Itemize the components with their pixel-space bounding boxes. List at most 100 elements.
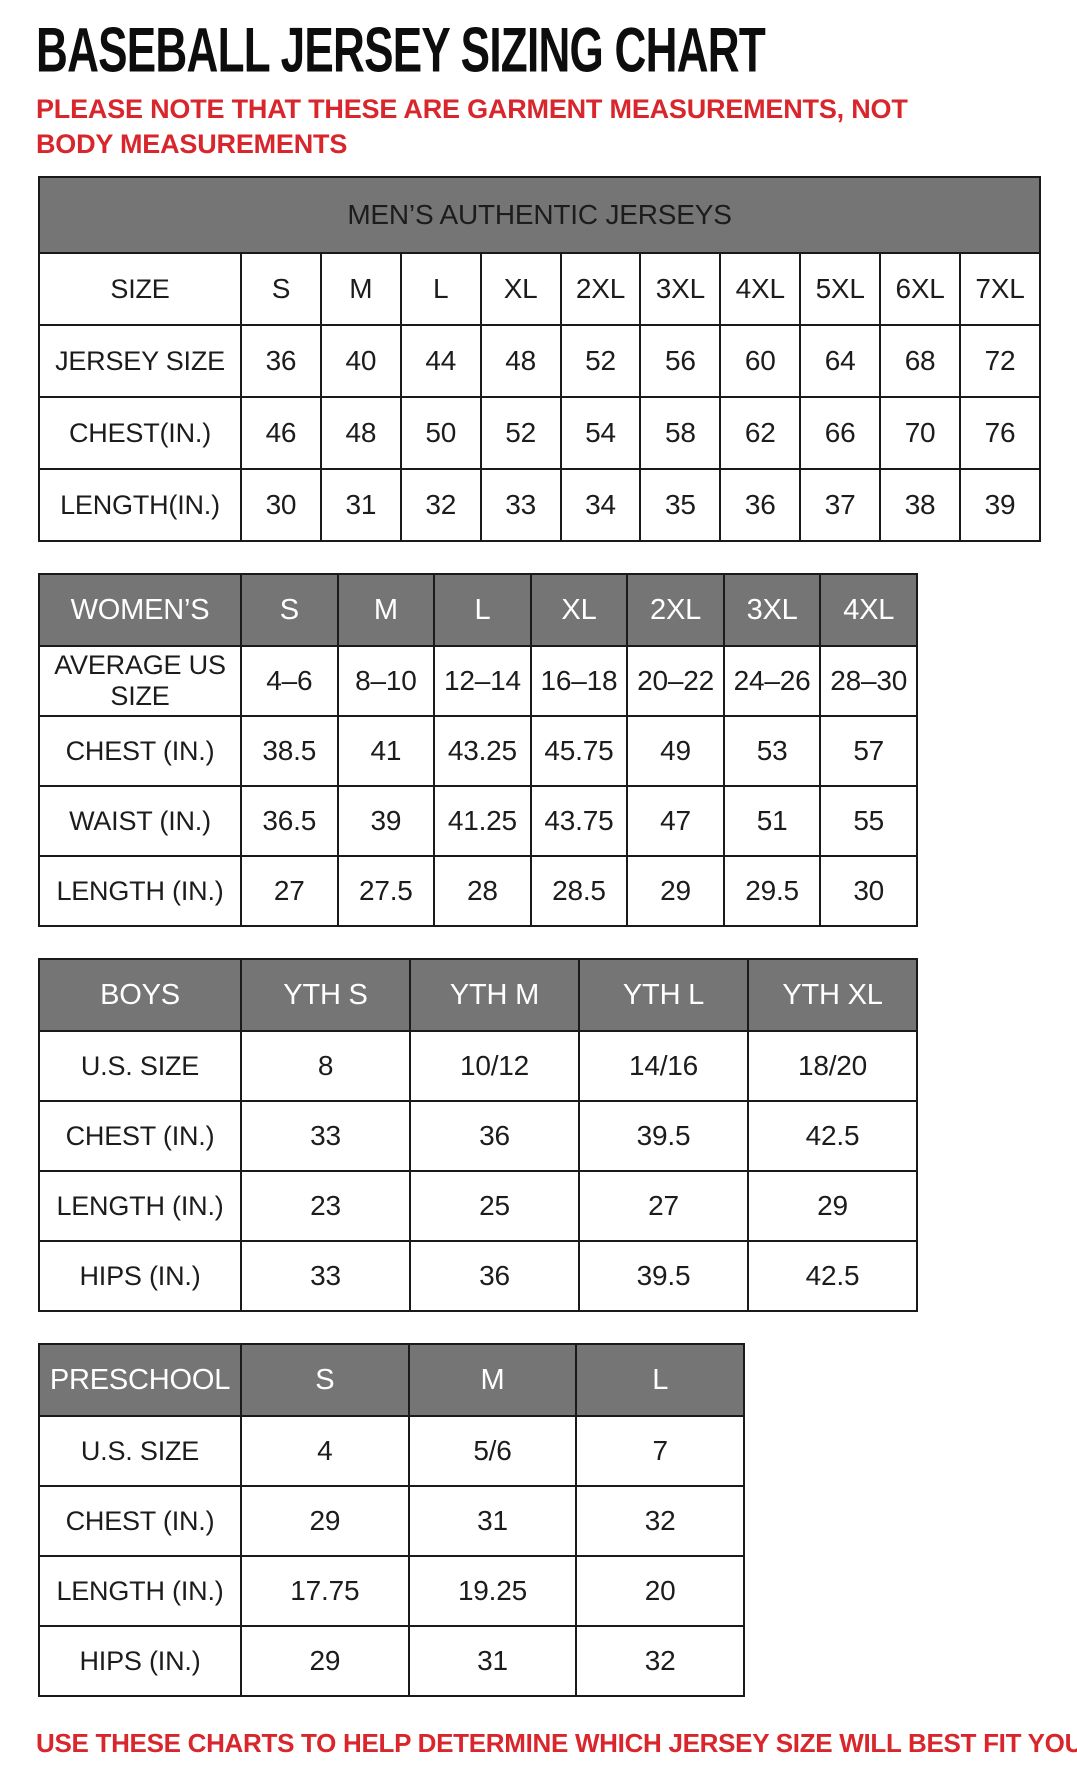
- value-cell: 34: [559, 468, 642, 543]
- row-label-cell: SIZE: [38, 252, 242, 327]
- value-cell: 36: [409, 1100, 580, 1173]
- value-cell: 47: [626, 785, 725, 858]
- value-cell: 50: [399, 396, 482, 471]
- value-cell: 35: [639, 468, 722, 543]
- value-cell: 36: [409, 1240, 580, 1313]
- value-cell: 41: [336, 715, 436, 788]
- row-label-cell: WAIST (IN.): [38, 785, 242, 858]
- table-row: U.S. SIZE 4 5/6 7: [38, 1415, 745, 1488]
- page-title: BASEBALL JERSEY SIZING CHART: [36, 15, 1043, 86]
- value-cell: 45.75: [529, 715, 629, 788]
- table-row: HIPS (IN.) 33 36 39.5 42.5: [38, 1240, 918, 1313]
- value-cell: 27.5: [336, 855, 436, 928]
- value-cell: 19.25: [407, 1555, 578, 1628]
- value-cell: 32: [575, 1625, 745, 1698]
- size-header-cell: L: [433, 573, 532, 648]
- value-cell: 10/12: [409, 1030, 580, 1103]
- value-cell: 8: [240, 1030, 411, 1103]
- value-cell: 39: [959, 468, 1041, 543]
- value-cell: 38: [879, 468, 962, 543]
- womens-sizing-table: WOMEN’S S M L XL 2XL 3XL 4XL AVERAGE US SIZE 4–6…: [38, 573, 918, 928]
- size-header-cell: 4XL: [819, 573, 918, 648]
- value-cell: 4XL: [719, 252, 802, 327]
- value-cell: M: [319, 252, 402, 327]
- size-header-row: WOMEN’S S M L XL 2XL 3XL 4XL: [38, 573, 918, 648]
- value-cell: 48: [319, 396, 402, 471]
- value-cell: 4: [240, 1415, 410, 1488]
- row-label-cell: AVERAGE US SIZE: [38, 645, 242, 718]
- table-row: JERSEY SIZE 36 40 44 48 52 56 60 64 68 72: [38, 324, 1041, 399]
- value-cell: 28–30: [819, 645, 918, 718]
- size-header-cell: YTH S: [240, 958, 411, 1033]
- value-cell: 30: [240, 468, 322, 543]
- boys-table-header: BOYS YTH S YTH M YTH L YTH XL: [38, 958, 918, 1033]
- value-cell: 72: [959, 324, 1041, 399]
- table-row: CHEST (IN.) 38.5 41 43.25 45.75 49 53 57: [38, 715, 918, 788]
- value-cell: 4–6: [240, 645, 339, 718]
- value-cell: 14/16: [578, 1030, 749, 1103]
- value-cell: 48: [479, 324, 562, 399]
- value-cell: L: [399, 252, 482, 327]
- table-row: SIZE S M L XL 2XL 3XL 4XL 5XL 6XL 7XL: [38, 252, 1041, 327]
- value-cell: 29: [240, 1625, 410, 1698]
- value-cell: 44: [399, 324, 482, 399]
- value-cell: 39: [336, 785, 436, 858]
- value-cell: 43.75: [529, 785, 629, 858]
- value-cell: 40: [319, 324, 402, 399]
- value-cell: 3XL: [639, 252, 722, 327]
- value-cell: 30: [819, 855, 918, 928]
- table-row: CHEST (IN.) 29 31 32: [38, 1485, 745, 1558]
- value-cell: 17.75: [240, 1555, 410, 1628]
- row-label-cell: LENGTH (IN.): [38, 1170, 242, 1243]
- row-label-cell: CHEST(IN.): [38, 396, 242, 471]
- size-header-cell: XL: [529, 573, 629, 648]
- size-header-cell: YTH M: [409, 958, 580, 1033]
- value-cell: 58: [639, 396, 722, 471]
- value-cell: 52: [559, 324, 642, 399]
- row-label-cell: CHEST (IN.): [38, 1485, 242, 1558]
- value-cell: 31: [407, 1625, 578, 1698]
- page-title-text: BASEBALL JERSEY SIZING CHART: [36, 15, 766, 86]
- boys-sizing-table: BOYS YTH S YTH M YTH L YTH XL U.S. SIZE 8 10/1…: [38, 958, 918, 1313]
- table-row: LENGTH(IN.) 30 31 32 33 34 35 36 37 38 39: [38, 468, 1041, 543]
- value-cell: 25: [409, 1170, 580, 1243]
- value-cell: 6XL: [879, 252, 962, 327]
- value-cell: 20–22: [626, 645, 725, 718]
- womens-table-header: WOMEN’S S M L XL 2XL 3XL 4XL: [38, 573, 918, 648]
- row-label-cell: LENGTH(IN.): [38, 468, 242, 543]
- value-cell: 54: [559, 396, 642, 471]
- value-cell: 66: [799, 396, 882, 471]
- value-cell: 31: [407, 1485, 578, 1558]
- value-cell: 2XL: [559, 252, 642, 327]
- value-cell: 68: [879, 324, 962, 399]
- value-cell: 7XL: [959, 252, 1041, 327]
- value-cell: 16–18: [529, 645, 629, 718]
- garment-measurement-note: PLEASE NOTE THAT THESE ARE GARMENT MEASU…: [36, 94, 908, 160]
- value-cell: 28.5: [529, 855, 629, 928]
- value-cell: 57: [819, 715, 918, 788]
- value-cell: 29: [626, 855, 725, 928]
- value-cell: 70: [879, 396, 962, 471]
- value-cell: 27: [578, 1170, 749, 1243]
- value-cell: 62: [719, 396, 802, 471]
- table-row: HIPS (IN.) 29 31 32: [38, 1625, 745, 1698]
- value-cell: S: [240, 252, 322, 327]
- row-label-cell: HIPS (IN.): [38, 1240, 242, 1313]
- value-cell: 76: [959, 396, 1041, 471]
- value-cell: 12–14: [433, 645, 532, 718]
- value-cell: 51: [722, 785, 822, 858]
- value-cell: 49: [626, 715, 725, 788]
- value-cell: 56: [639, 324, 722, 399]
- value-cell: 42.5: [747, 1240, 918, 1313]
- value-cell: 32: [575, 1485, 745, 1558]
- value-cell: 23: [240, 1170, 411, 1243]
- table-row: WAIST (IN.) 36.5 39 41.25 43.75 47 51 55: [38, 785, 918, 858]
- value-cell: 46: [240, 396, 322, 471]
- value-cell: 52: [479, 396, 562, 471]
- size-header-row: BOYS YTH S YTH M YTH L YTH XL: [38, 958, 918, 1033]
- value-cell: 38.5: [240, 715, 339, 788]
- row-label-cell: HIPS (IN.): [38, 1625, 242, 1698]
- value-cell: 42.5: [747, 1100, 918, 1173]
- size-header-row: PRESCHOOL S M L: [38, 1343, 745, 1418]
